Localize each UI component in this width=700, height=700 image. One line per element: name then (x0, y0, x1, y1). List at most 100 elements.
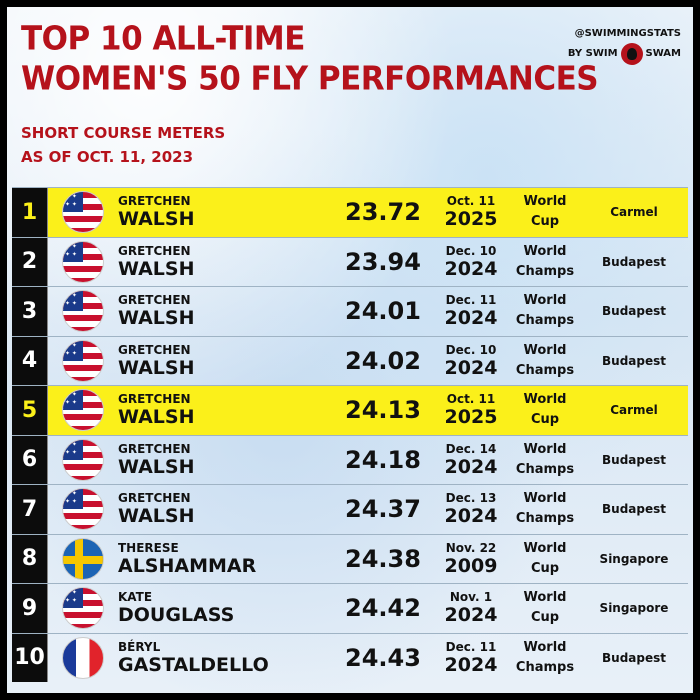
date-month-day: Dec. 11 (445, 293, 497, 308)
swim-date: Dec. 10 2024 (432, 344, 510, 378)
date-year: 2025 (444, 208, 498, 231)
last-name: WALSH (118, 257, 195, 280)
meet-name: World Champs (510, 242, 580, 282)
meet-name: World Cup (510, 539, 580, 579)
brand-swam-text: SWAM (645, 48, 681, 59)
swim-time: 24.13 (345, 396, 421, 425)
first-name: BÉRYL (118, 639, 161, 654)
meet-line-1: World (523, 243, 567, 259)
first-name: GRETCHEN (118, 441, 191, 456)
swimmer-name: BÉRYL GASTALDELLO (118, 641, 334, 675)
date-year: 2009 (444, 554, 498, 577)
meet-location: Budapest (602, 304, 666, 319)
date-year: 2024 (444, 356, 498, 379)
flag-cell (48, 191, 118, 234)
date-year: 2025 (444, 406, 498, 429)
date-year: 2024 (444, 307, 498, 330)
flag-us-icon (62, 438, 104, 481)
meet-line-1: World (523, 293, 567, 309)
meet-line-1: World (523, 590, 567, 606)
swim-date: Dec. 11 2024 (432, 641, 510, 675)
meet-location: Carmel (610, 205, 658, 220)
date-month-day: Oct. 11 (446, 392, 496, 407)
swim-date: Dec. 14 2024 (432, 443, 510, 477)
last-name: WALSH (118, 208, 195, 231)
first-name: THERESE (118, 540, 179, 555)
flag-cell (48, 389, 118, 432)
meet-line-2: Champs (515, 659, 575, 675)
flag-us-icon (62, 240, 104, 283)
rank-number: 9 (12, 584, 48, 633)
swimmer-name: GRETCHEN WALSH (118, 393, 334, 427)
date-month-day: Oct. 11 (446, 194, 496, 209)
swim-time: 24.38 (345, 544, 421, 573)
flag-us-icon (62, 389, 104, 432)
date-month-day: Dec. 14 (445, 441, 497, 456)
flag-us-icon (62, 488, 104, 531)
date-year: 2024 (444, 257, 498, 280)
swim-date: Dec. 13 2024 (432, 492, 510, 526)
flag-cell (48, 438, 118, 481)
meet-location: Budapest (602, 650, 666, 665)
swim-time: 24.01 (345, 297, 421, 326)
flag-cell (48, 339, 118, 382)
date-month-day: Dec. 11 (445, 639, 497, 654)
meet-name: World Champs (510, 638, 580, 678)
swim-date: Oct. 11 2025 (432, 393, 510, 427)
last-name: DOUGLASS (118, 604, 235, 627)
swimmer-name: GRETCHEN WALSH (118, 344, 334, 378)
rank-number: 6 (12, 435, 48, 484)
flag-us-icon (62, 587, 104, 630)
rank-number: 10 (12, 633, 48, 682)
page-title: TOP 10 ALL-TIME WOMEN'S 50 FLY PERFORMAN… (21, 19, 599, 99)
swimmer-name: THERESE ALSHAMMAR (118, 542, 334, 576)
flag-cell (48, 240, 118, 283)
meet-line-1: World (523, 639, 567, 655)
meet-line-2: Cup (530, 610, 560, 626)
swimmer-name: GRETCHEN WALSH (118, 195, 334, 229)
rank-number: 4 (12, 336, 48, 385)
swimmer-name: GRETCHEN WALSH (118, 245, 334, 279)
date-month-day: Nov. 1 (449, 590, 493, 605)
meet-name: World Champs (510, 341, 580, 381)
meet-line-1: World (523, 491, 567, 507)
flag-cell (48, 636, 118, 679)
first-name: GRETCHEN (118, 293, 191, 308)
meet-location: Singapore (599, 551, 669, 566)
meet-line-2: Cup (530, 412, 560, 428)
meet-line-1: World (523, 441, 567, 457)
swim-time: 23.72 (345, 198, 421, 227)
flag-cell (48, 290, 118, 333)
meet-line-1: World (523, 194, 567, 210)
meet-line-1: World (523, 342, 567, 358)
rank-number: 5 (12, 386, 48, 435)
date-year: 2024 (444, 505, 498, 528)
swim-date: Dec. 11 2024 (432, 294, 510, 328)
last-name: WALSH (118, 356, 195, 379)
last-name: ALSHAMMAR (118, 554, 257, 577)
meet-location: Carmel (610, 403, 658, 418)
first-name: GRETCHEN (118, 392, 191, 407)
flag-cell (48, 488, 118, 531)
table-row: 8 THERESE ALSHAMMAR 24.38 Nov. 22 2009 World Cu… (12, 533, 688, 583)
meet-line-1: World (523, 392, 567, 408)
swimswam-logo-icon (620, 43, 643, 65)
meet-line-2: Cup (530, 560, 560, 576)
first-name: GRETCHEN (118, 243, 191, 258)
meet-name: World Cup (510, 390, 580, 430)
title-line-1: TOP 10 ALL-TIME (21, 20, 305, 58)
swim-time: 24.02 (345, 346, 421, 375)
meet-name: World Champs (510, 291, 580, 331)
title-line-2: WOMEN'S 50 FLY PERFORMANCES (21, 60, 599, 98)
date-month-day: Dec. 10 (445, 243, 497, 258)
meet-line-2: Champs (515, 362, 575, 378)
first-name: KATE (118, 590, 153, 605)
meet-name: World Champs (510, 489, 580, 529)
